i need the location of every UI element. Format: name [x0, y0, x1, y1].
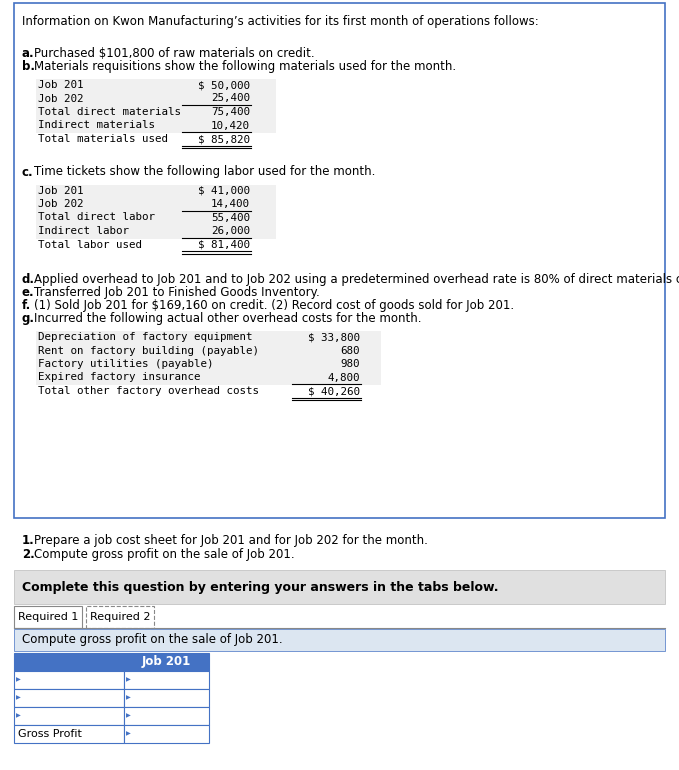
Text: Depreciation of factory equipment: Depreciation of factory equipment [38, 332, 253, 342]
Text: d.: d. [22, 273, 35, 286]
Text: ▶: ▶ [126, 695, 131, 701]
Text: ▶: ▶ [16, 695, 21, 701]
Text: 14,400: 14,400 [211, 199, 250, 209]
Text: Gross Profit: Gross Profit [18, 729, 82, 739]
FancyBboxPatch shape [36, 344, 381, 358]
Text: Information on Kwon Manufacturing’s activities for its first month of operations: Information on Kwon Manufacturing’s acti… [22, 15, 538, 28]
FancyBboxPatch shape [36, 92, 276, 106]
Text: Indirect materials: Indirect materials [38, 120, 155, 130]
Text: g.: g. [22, 312, 35, 325]
Text: Prepare a job cost sheet for Job 201 and for Job 202 for the month.: Prepare a job cost sheet for Job 201 and… [34, 534, 428, 547]
Text: f.: f. [22, 299, 31, 312]
FancyBboxPatch shape [36, 198, 276, 212]
Text: ▶: ▶ [16, 714, 21, 718]
FancyBboxPatch shape [14, 629, 665, 651]
FancyBboxPatch shape [36, 371, 381, 385]
FancyBboxPatch shape [124, 671, 209, 689]
FancyBboxPatch shape [14, 606, 82, 628]
FancyBboxPatch shape [36, 358, 381, 371]
Text: ▶: ▶ [126, 732, 131, 736]
Text: Purchased $101,800 of raw materials on credit.: Purchased $101,800 of raw materials on c… [34, 47, 314, 60]
FancyBboxPatch shape [86, 606, 154, 628]
Text: Compute gross profit on the sale of Job 201.: Compute gross profit on the sale of Job … [34, 548, 295, 561]
Text: (1) Sold Job 201 for $169,160 on credit. (2) Record cost of goods sold for Job 2: (1) Sold Job 201 for $169,160 on credit.… [34, 299, 514, 312]
FancyBboxPatch shape [124, 707, 209, 725]
Text: Required 2: Required 2 [90, 612, 150, 622]
Text: Total other factory overhead costs: Total other factory overhead costs [38, 386, 259, 396]
Text: Applied overhead to Job 201 and to Job 202 using a predetermined overhead rate i: Applied overhead to Job 201 and to Job 2… [34, 273, 679, 286]
FancyBboxPatch shape [14, 707, 124, 725]
Text: $ 50,000: $ 50,000 [198, 80, 250, 90]
FancyBboxPatch shape [36, 212, 276, 225]
Text: Job 202: Job 202 [38, 93, 84, 103]
Text: 680: 680 [340, 346, 360, 356]
Text: 2.: 2. [22, 548, 35, 561]
Text: Transferred Job 201 to Finished Goods Inventory.: Transferred Job 201 to Finished Goods In… [34, 286, 320, 299]
Text: Expired factory insurance: Expired factory insurance [38, 373, 200, 383]
Text: $ 33,800: $ 33,800 [308, 332, 360, 342]
FancyBboxPatch shape [36, 79, 276, 92]
Text: $ 41,000: $ 41,000 [198, 186, 250, 196]
FancyBboxPatch shape [14, 653, 209, 671]
Text: Materials requisitions show the following materials used for the month.: Materials requisitions show the followin… [34, 60, 456, 73]
Text: Incurred the following actual other overhead costs for the month.: Incurred the following actual other over… [34, 312, 422, 325]
FancyBboxPatch shape [14, 725, 124, 743]
Text: e.: e. [22, 286, 35, 299]
Text: Total direct labor: Total direct labor [38, 213, 155, 223]
Text: ▶: ▶ [126, 714, 131, 718]
FancyBboxPatch shape [124, 725, 209, 743]
Text: Rent on factory building (payable): Rent on factory building (payable) [38, 346, 259, 356]
Text: 75,400: 75,400 [211, 107, 250, 117]
Text: Job 201: Job 201 [38, 186, 84, 196]
Text: Total materials used: Total materials used [38, 134, 168, 144]
Text: Compute gross profit on the sale of Job 201.: Compute gross profit on the sale of Job … [22, 634, 282, 647]
FancyBboxPatch shape [124, 689, 209, 707]
Text: Required 1: Required 1 [18, 612, 78, 622]
FancyBboxPatch shape [36, 225, 276, 239]
Text: $ 81,400: $ 81,400 [198, 239, 250, 249]
Text: 25,400: 25,400 [211, 93, 250, 103]
Text: Total labor used: Total labor used [38, 239, 142, 249]
Text: $ 85,820: $ 85,820 [198, 134, 250, 144]
Text: ▶: ▶ [126, 678, 131, 682]
Text: 4,800: 4,800 [327, 373, 360, 383]
Text: 1.: 1. [22, 534, 35, 547]
FancyBboxPatch shape [14, 570, 665, 604]
Text: Time tickets show the following labor used for the month.: Time tickets show the following labor us… [34, 166, 375, 179]
Text: a.: a. [22, 47, 35, 60]
Text: c.: c. [22, 166, 34, 179]
FancyBboxPatch shape [36, 106, 276, 119]
FancyBboxPatch shape [36, 185, 276, 198]
Text: Indirect labor: Indirect labor [38, 226, 129, 236]
FancyBboxPatch shape [14, 689, 124, 707]
FancyBboxPatch shape [14, 671, 124, 689]
Text: Total direct materials: Total direct materials [38, 107, 181, 117]
Text: Job 201: Job 201 [142, 655, 191, 668]
Text: Complete this question by entering your answers in the tabs below.: Complete this question by entering your … [22, 581, 498, 594]
Text: 10,420: 10,420 [211, 120, 250, 130]
Text: ▶: ▶ [16, 678, 21, 682]
Text: Job 201: Job 201 [38, 80, 84, 90]
Text: Job 202: Job 202 [38, 199, 84, 209]
FancyBboxPatch shape [36, 119, 276, 133]
Text: 26,000: 26,000 [211, 226, 250, 236]
Text: $ 40,260: $ 40,260 [308, 386, 360, 396]
Text: 55,400: 55,400 [211, 213, 250, 223]
FancyBboxPatch shape [14, 3, 665, 518]
Text: b.: b. [22, 60, 35, 73]
Text: Factory utilities (payable): Factory utilities (payable) [38, 359, 213, 369]
Text: 980: 980 [340, 359, 360, 369]
FancyBboxPatch shape [36, 331, 381, 344]
